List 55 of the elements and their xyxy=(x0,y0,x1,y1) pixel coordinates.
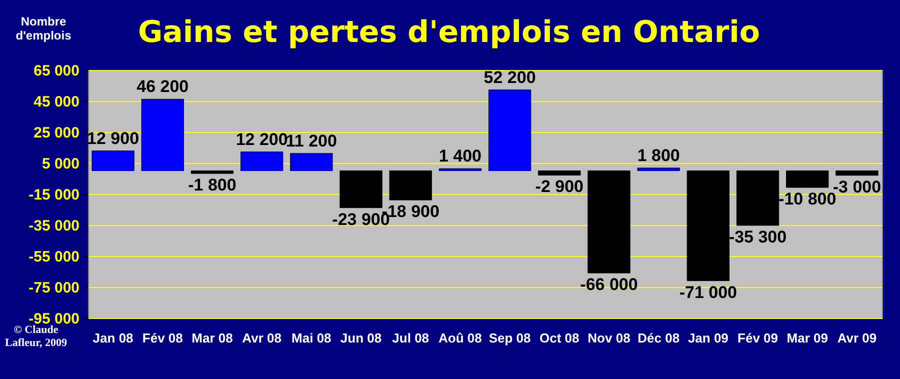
y-tick-label: -35 000 xyxy=(28,218,80,234)
x-tick-label: Oct 08 xyxy=(540,330,580,346)
x-tick-label: Jun 08 xyxy=(340,330,382,346)
bar xyxy=(488,90,532,171)
data-label: -10 800 xyxy=(778,189,836,208)
x-tick-label: Aoû 08 xyxy=(438,330,482,346)
x-tick-label: Avr 09 xyxy=(837,330,877,346)
x-tick-label: Jan 09 xyxy=(688,330,728,346)
data-label: -1 800 xyxy=(188,176,236,195)
y-tick-label: 25 000 xyxy=(34,124,80,142)
data-label: 1 800 xyxy=(637,146,680,165)
data-label: 52 200 xyxy=(484,68,536,87)
x-tick-label: Mai 08 xyxy=(292,330,332,346)
data-label: 12 200 xyxy=(236,130,288,149)
bar xyxy=(588,170,630,274)
bar xyxy=(736,170,780,226)
x-tick-label: Sep 08 xyxy=(488,330,531,346)
data-label: -2 900 xyxy=(535,177,584,196)
x-tick-label: Mar 09 xyxy=(786,330,828,346)
y-tick-label: 45 000 xyxy=(34,94,80,110)
x-tick-label: Nov 08 xyxy=(588,330,630,346)
y-axis-title: Nombre d'emplois xyxy=(16,14,72,42)
text: © Claude Lafleur, 2009 xyxy=(5,324,68,349)
data-label: -71 000 xyxy=(679,282,738,302)
data-label: 11 200 xyxy=(286,131,337,150)
bar xyxy=(141,98,184,171)
y-tick-label: -55 000 xyxy=(28,248,80,266)
y-tick-label: -75 000 xyxy=(28,280,80,296)
bar xyxy=(340,170,382,208)
y-tick-label: 65 000 xyxy=(34,62,80,80)
bar xyxy=(637,168,680,171)
x-tick-label: Déc 08 xyxy=(638,330,680,346)
bar xyxy=(290,153,333,171)
data-label: 12 900 xyxy=(87,128,140,148)
x-tick-label: Jul 08 xyxy=(392,330,430,346)
bar xyxy=(438,168,482,171)
x-tick-label: Avr 08 xyxy=(242,330,282,346)
bar xyxy=(240,152,284,171)
bar xyxy=(786,170,829,188)
data-label: -35 300 xyxy=(728,227,787,246)
x-tick-label: Fév 08 xyxy=(142,330,183,346)
bar xyxy=(389,170,432,200)
chart-title: Gains et pertes d'emplois en Ontario xyxy=(138,15,760,50)
bar xyxy=(92,150,134,171)
y-tick-label: 5 000 xyxy=(42,156,80,172)
x-tick-label: Mar 08 xyxy=(192,330,233,346)
x-tick-label: Jan 08 xyxy=(92,330,134,346)
bar xyxy=(190,170,234,174)
bar xyxy=(836,170,878,176)
data-label: 46 200 xyxy=(136,77,189,96)
data-label: 1 400 xyxy=(438,146,482,166)
x-tick-label: Fév 09 xyxy=(738,330,778,346)
bar xyxy=(686,170,730,282)
y-tick-label: -15 000 xyxy=(28,186,80,204)
bar xyxy=(538,170,581,176)
